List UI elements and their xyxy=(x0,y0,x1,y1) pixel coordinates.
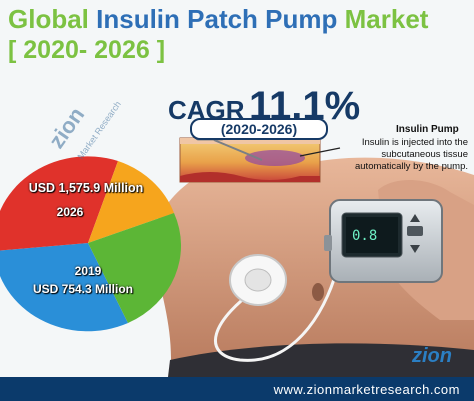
insulin-pump-title: Insulin Pump xyxy=(396,124,459,135)
pie-label-2026-year: 2026 xyxy=(56,205,84,219)
page-title: Global Insulin Patch Pump Market xyxy=(8,4,428,34)
title-part-2: Insulin Patch Pump xyxy=(96,4,338,34)
patch-device xyxy=(229,254,287,306)
insulin-pump-description: Insulin is injected into the subcutaneou… xyxy=(354,137,468,172)
zion-logo: zion xyxy=(411,345,452,367)
logo-text: zion xyxy=(411,345,452,367)
pie-label-2019-year: 2019 xyxy=(74,264,102,278)
waist-band xyxy=(168,343,474,377)
title-part-3: Market xyxy=(344,4,429,34)
pie-label-2019-value: USD 754.3 Million xyxy=(32,282,134,296)
footer-bar: www.zionmarketresearch.com xyxy=(0,377,474,401)
navel xyxy=(312,283,324,301)
cagr-period: (2020-2026) xyxy=(190,118,328,140)
insulin-pump-device xyxy=(324,199,443,283)
pie-label-2026-value: USD 1,575.9 Million xyxy=(28,181,144,195)
infusion-tube xyxy=(213,264,340,362)
title-years: [ 2020- 2026 ] xyxy=(8,36,166,64)
footer-url[interactable]: www.zionmarketresearch.com xyxy=(273,382,460,397)
title-part-1: Global xyxy=(8,4,89,34)
tissue-section xyxy=(179,133,321,183)
callout-pointer xyxy=(299,147,341,157)
